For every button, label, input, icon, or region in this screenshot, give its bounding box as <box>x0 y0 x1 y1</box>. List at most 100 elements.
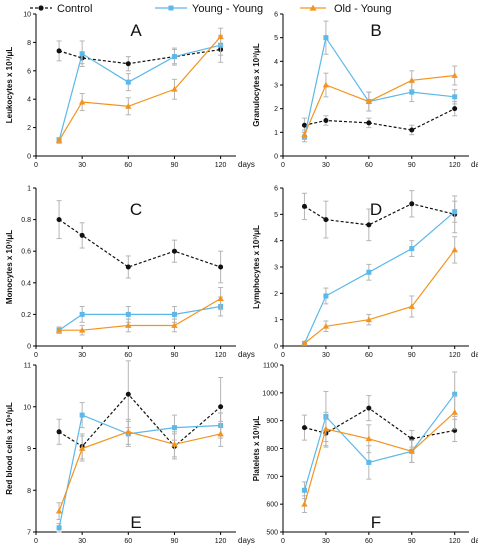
data-point <box>55 327 63 333</box>
series-old-young <box>55 27 224 144</box>
x-tick-label: 90 <box>408 352 416 359</box>
panel-letter: C <box>130 200 142 219</box>
data-point <box>365 316 373 323</box>
data-point <box>408 77 415 83</box>
data-point <box>366 459 372 465</box>
data-point <box>125 79 131 85</box>
data-point <box>322 425 330 432</box>
y-tick-label: 1000 <box>262 390 278 397</box>
data-point <box>409 246 415 252</box>
y-tick-label: 0.8 <box>21 217 31 224</box>
data-point <box>125 61 131 67</box>
x-tick-label: 0 <box>34 538 38 545</box>
panel-letter: F <box>371 513 381 532</box>
y-tick-label: 4 <box>27 97 31 104</box>
data-point <box>171 441 178 447</box>
y-tick-label: 6 <box>274 12 278 19</box>
x-tick-label: 0 <box>34 352 38 359</box>
series-young-young <box>56 34 224 144</box>
y-tick-label: 8 <box>27 488 31 495</box>
legend-marker-young-young <box>168 5 174 11</box>
panel-letter: D <box>370 200 382 219</box>
series-line <box>304 203 455 226</box>
data-point <box>171 248 177 254</box>
y-tick-label: 0 <box>27 154 31 161</box>
data-point <box>79 232 85 238</box>
series-line <box>58 305 221 331</box>
series-line <box>303 411 456 505</box>
data-point <box>366 222 372 228</box>
legend-marker-old-young <box>309 4 317 11</box>
data-point <box>125 264 131 270</box>
series-control <box>56 360 224 460</box>
data-point <box>451 409 458 415</box>
y-axis-label: Leukocytes x 10³/μL <box>5 47 14 124</box>
data-point <box>452 391 458 397</box>
data-point <box>217 430 224 437</box>
y-tick-label: 5 <box>274 35 278 42</box>
data-point <box>301 500 308 507</box>
data-point <box>301 340 308 346</box>
series-control <box>56 200 224 284</box>
x-tick-label: 90 <box>408 162 416 169</box>
data-point <box>125 103 132 109</box>
data-point <box>125 391 131 397</box>
data-point <box>171 86 178 92</box>
y-tick-label: 0.2 <box>21 312 31 319</box>
series-old-young <box>301 236 458 346</box>
data-point <box>78 445 86 451</box>
x-axis-unit: days <box>238 536 255 545</box>
x-tick-label: 60 <box>124 352 132 359</box>
data-point <box>301 122 307 128</box>
x-tick-label: 30 <box>322 162 330 169</box>
y-axis-label: Red blood cells x 10⁶/μL <box>5 402 14 495</box>
data-point <box>451 246 458 253</box>
panel-letter: B <box>370 21 381 40</box>
y-tick-label: 900 <box>266 418 278 425</box>
data-point <box>56 525 62 531</box>
x-tick-label: 0 <box>281 162 285 169</box>
data-point <box>125 428 132 435</box>
legend-marker-control <box>38 5 44 11</box>
data-point <box>78 327 86 333</box>
data-point <box>79 412 85 418</box>
x-tick-label: 60 <box>124 538 132 545</box>
x-tick-label: 60 <box>365 162 373 169</box>
panel-a: 0 2 4 6 8 10 0 30 60 90 120 days Leukocytes x 10³/μL… <box>5 12 255 170</box>
data-point <box>125 311 131 317</box>
x-tick-label: 0 <box>281 538 285 545</box>
panel-e: 7 8 9 10 11 0 30 60 90 120 days Red blood cells x 1… <box>5 360 255 545</box>
data-point <box>452 106 458 112</box>
x-tick-label: 90 <box>171 538 179 545</box>
series-control <box>301 101 458 136</box>
panel-letter: E <box>130 513 141 532</box>
y-tick-label: 0 <box>27 344 31 351</box>
y-tick-label: 3 <box>274 83 278 90</box>
data-point <box>171 425 177 431</box>
y-tick-label: 0.6 <box>21 249 31 256</box>
y-tick-label: 1 <box>27 186 31 193</box>
data-point <box>365 435 373 442</box>
x-axis-unit: days <box>238 160 255 169</box>
data-point <box>452 94 458 100</box>
data-point <box>301 203 307 209</box>
x-tick-label: 90 <box>171 162 179 169</box>
data-point <box>171 311 177 317</box>
y-tick-label: 1100 <box>263 363 278 370</box>
y-axis-label: Platelets x 10³/μL <box>252 416 261 481</box>
data-point <box>323 35 329 41</box>
x-tick-label: 90 <box>171 352 179 359</box>
x-tick-label: 90 <box>408 538 416 545</box>
panel-f: 500 600 700 800 900 1000 1100 0 30 60 90 120 days Pla… <box>252 363 478 546</box>
series-old-young <box>55 287 224 336</box>
x-tick-label: 30 <box>322 538 330 545</box>
legend-label-control: Control <box>57 3 92 15</box>
y-tick-label: 2 <box>27 125 31 132</box>
series-old-young <box>301 65 458 140</box>
data-point <box>366 120 372 126</box>
y-tick-label: 0 <box>274 154 278 161</box>
y-tick-label: 1 <box>274 130 278 137</box>
data-point <box>171 54 177 60</box>
